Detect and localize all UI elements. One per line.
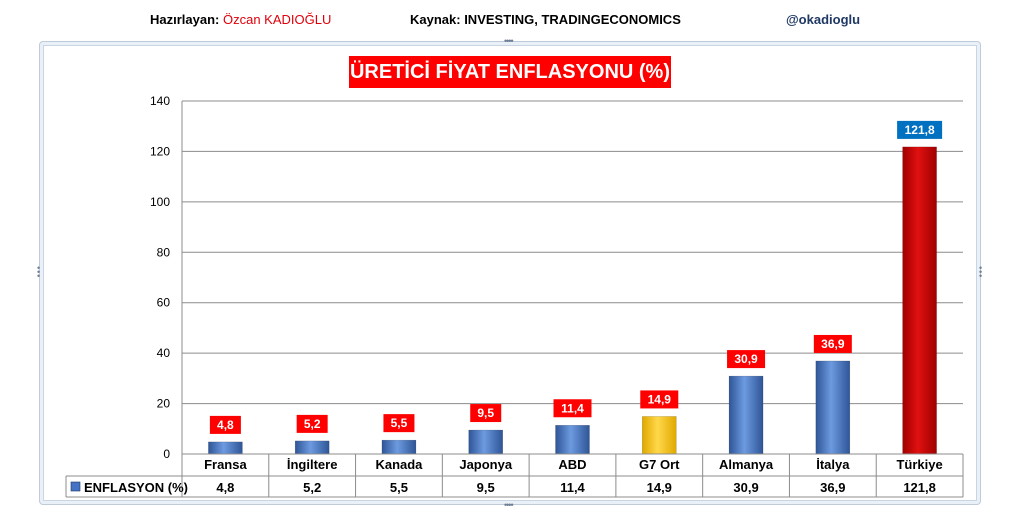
data-label-bg-7 — [813, 334, 852, 353]
data-label-bg-5 — [640, 390, 679, 409]
table-value: 5,2 — [303, 480, 321, 495]
bar-2 — [381, 439, 417, 455]
x-category-label: Türkiye — [896, 457, 942, 472]
y-tick-label: 40 — [157, 346, 171, 360]
x-category-label: Almanya — [719, 457, 774, 472]
y-axis: 0 20 40 60 80 100 120 140 — [150, 94, 183, 461]
data-label-bg-2 — [383, 414, 415, 433]
report-header: Hazırlayan: Özcan KADIOĞLU Kaynak: INVES… — [0, 0, 1018, 38]
x-category-label: İngiltere — [287, 457, 338, 472]
source-text: Kaynak: INVESTING, TRADINGECONOMICS — [410, 12, 681, 27]
bar-5 — [642, 416, 677, 455]
twitter-handle: @okadioglu — [786, 12, 861, 27]
y-tick-label: 80 — [157, 245, 171, 259]
bar-3 — [468, 429, 503, 455]
table-value: 36,9 — [820, 480, 845, 495]
data-label-bg-4 — [553, 399, 592, 418]
x-category-label: ABD — [558, 457, 586, 472]
table-value: 121,8 — [903, 480, 936, 495]
bar-8 — [902, 146, 937, 455]
data-label: 9,5 — [477, 406, 494, 420]
data-label: 4,8 — [217, 418, 234, 432]
table-series-name: ENFLASYON (%) — [84, 480, 188, 495]
data-label-bg-1 — [296, 414, 328, 433]
bar-1 — [294, 440, 330, 455]
x-category-label: Japonya — [459, 457, 513, 472]
y-tick-label: 0 — [163, 447, 170, 461]
chart-title: ÜRETİCİ FİYAT ENFLASYONU (%) — [349, 56, 671, 88]
table-value: 30,9 — [733, 480, 758, 495]
data-label: 36,9 — [821, 337, 845, 351]
data-label-bg-6 — [727, 350, 766, 369]
bar-0 — [208, 441, 243, 455]
y-tick-label: 100 — [150, 195, 170, 209]
data-label-bg-8 — [897, 120, 943, 139]
data-table: Fransa 4,8 İngiltere 5,2 Kanada 5,5 Japonya 9,5… — [65, 453, 964, 498]
table-value: 9,5 — [477, 480, 495, 495]
table-value: 5,5 — [390, 480, 408, 495]
data-label-bg-3 — [470, 404, 502, 423]
x-category-label: G7 Ort — [639, 457, 680, 472]
y-tick-label: 140 — [150, 94, 170, 108]
x-category-label: Kanada — [375, 457, 423, 472]
prepared-by-label: Hazırlayan: — [150, 12, 220, 27]
data-label: 14,9 — [648, 392, 672, 406]
x-category-label: İtalya — [816, 457, 850, 472]
data-labels: 4,8 5,2 5,5 9,5 11,4 14,9 30,9 36,9 121,8 — [209, 120, 943, 434]
data-label: 121,8 — [905, 123, 935, 137]
table-value: 11,4 — [560, 480, 585, 495]
bar-6 — [728, 375, 764, 455]
bars — [208, 146, 937, 455]
resize-handle-left[interactable]: • • • — [37, 263, 40, 281]
x-category-label: Fransa — [204, 457, 247, 472]
data-label: 5,5 — [391, 416, 408, 430]
resize-handle-top[interactable]: •••• — [504, 36, 514, 46]
data-label: 30,9 — [734, 352, 758, 366]
bar-4 — [555, 425, 590, 455]
table-value: 14,9 — [647, 480, 672, 495]
resize-handle-bottom[interactable]: •••• — [504, 500, 514, 510]
author-name: Özcan KADIOĞLU — [223, 12, 332, 27]
prepared-by: Hazırlayan: Özcan KADIOĞLU — [150, 12, 331, 27]
resize-handle-right[interactable]: • • • — [979, 263, 982, 281]
legend-key-icon — [70, 481, 81, 492]
data-label: 5,2 — [304, 417, 321, 431]
y-tick-label: 120 — [150, 144, 170, 158]
data-label: 11,4 — [561, 401, 584, 415]
y-tick-label: 60 — [157, 296, 171, 310]
bar-7 — [815, 360, 851, 455]
data-label-bg-0 — [209, 415, 241, 434]
y-tick-label: 20 — [157, 397, 171, 411]
table-value: 4,8 — [216, 480, 234, 495]
